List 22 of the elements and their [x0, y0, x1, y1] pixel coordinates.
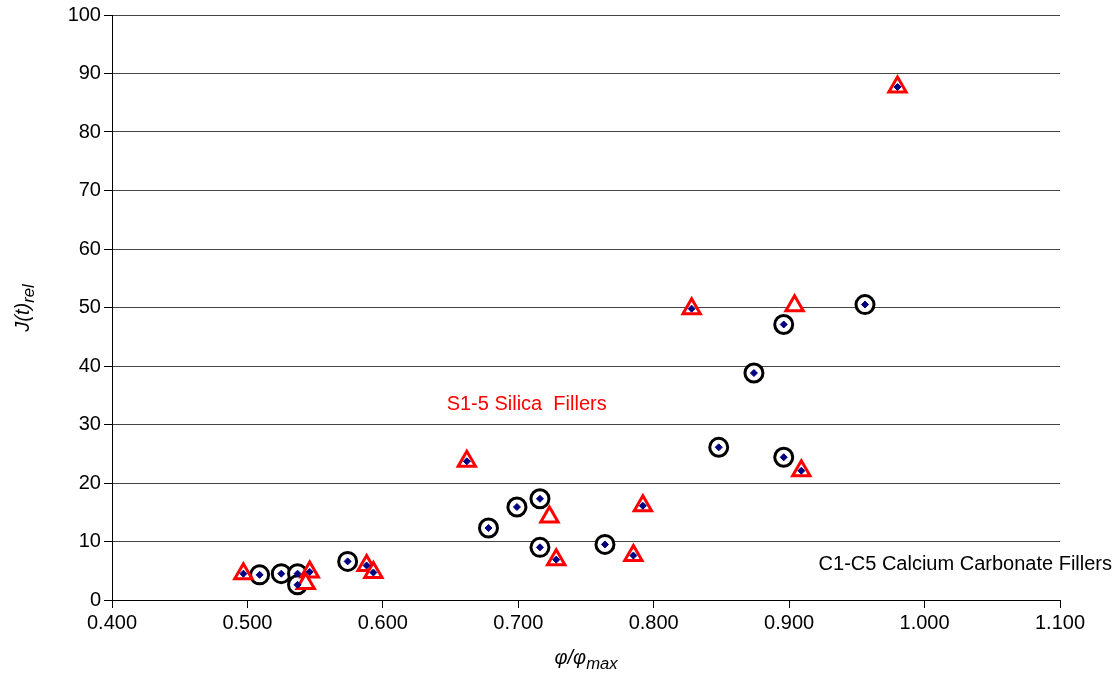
x-tick-label: 1.000: [899, 610, 950, 633]
y-tick-label: 100: [67, 2, 101, 25]
y-tick-label: 70: [78, 178, 101, 201]
x-tick-label: 0.700: [493, 610, 544, 633]
y-tick-label: 0: [89, 587, 101, 610]
y-tick-label: 80: [78, 119, 101, 142]
y-tick-label: 10: [78, 529, 101, 552]
x-axis-title: φ/φ$_{max}$: [554, 646, 618, 674]
x-tick-label: 0.500: [222, 610, 273, 633]
y-tick-label: 60: [78, 236, 101, 259]
y-tick-label: 30: [78, 412, 101, 435]
y-tick-label: 40: [78, 353, 101, 376]
text: S1-5 Silica Fillers: [446, 392, 607, 415]
y-tick-label: 20: [78, 470, 101, 493]
y-tick-label: 90: [78, 61, 101, 84]
text: C1-C5 Calcium Carbonate Fillers: [818, 552, 1112, 575]
x-tick-label: 0.900: [764, 610, 815, 633]
x-tick-label: 1.100: [1034, 610, 1086, 633]
x-tick-label: 0.600: [357, 610, 408, 633]
x-tick-label: 0.800: [628, 610, 679, 633]
x-tick-label: 0.400: [86, 610, 138, 633]
y-tick-label: 50: [78, 295, 101, 318]
